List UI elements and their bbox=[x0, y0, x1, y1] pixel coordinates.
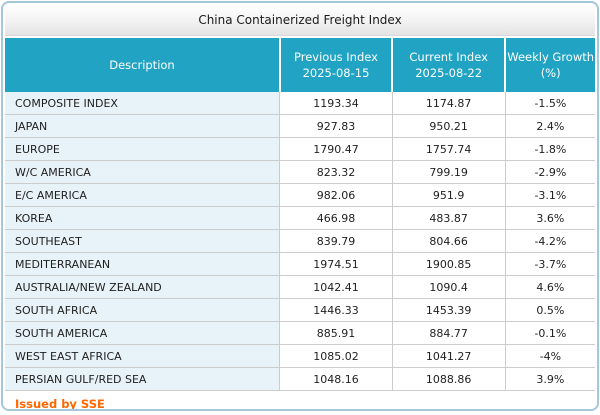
row-current-index-cell: 1757.74 bbox=[392, 137, 506, 161]
row-previous-index-cell: 1790.47 bbox=[279, 137, 393, 161]
column-header-label: Description bbox=[109, 58, 175, 72]
row-weekly-growth-cell: -1.8% bbox=[505, 137, 595, 161]
table-row: KOREA 466.98 483.87 3.6% bbox=[5, 206, 595, 230]
ccfi-table: Description Previous Index 2025-08-15 Cu… bbox=[5, 38, 595, 409]
issued-by-note: Issued by SSE bbox=[5, 390, 595, 409]
row-current-index-cell: 1900.85 bbox=[392, 252, 506, 276]
panel-title-bar: China Containerized Freight Index bbox=[5, 5, 595, 36]
table-row: SOUTH AFRICA 1446.33 1453.39 0.5% bbox=[5, 298, 595, 322]
row-previous-index-cell: 839.79 bbox=[279, 229, 393, 253]
row-description-cell: AUSTRALIA/NEW ZEALAND bbox=[5, 275, 281, 299]
row-description-cell: JAPAN bbox=[5, 114, 281, 138]
row-previous-index-cell: 927.83 bbox=[279, 114, 393, 138]
column-header-description: Description bbox=[5, 38, 280, 92]
table-footer-row: Issued by SSE bbox=[5, 390, 595, 409]
row-previous-index-cell: 823.32 bbox=[279, 160, 393, 184]
row-description-cell: SOUTH AFRICA bbox=[5, 298, 281, 322]
row-weekly-growth-cell: -1.5% bbox=[505, 92, 595, 115]
table-header-row: Description Previous Index 2025-08-15 Cu… bbox=[5, 38, 595, 92]
row-description-cell: SOUTHEAST bbox=[5, 229, 281, 253]
row-current-index-cell: 1088.86 bbox=[392, 367, 506, 391]
row-description-cell: WEST EAST AFRICA bbox=[5, 344, 281, 368]
row-description-cell: COMPOSITE INDEX bbox=[5, 92, 281, 115]
row-current-index-cell: 483.87 bbox=[392, 206, 506, 230]
column-header-label: Previous Index bbox=[294, 50, 378, 64]
row-current-index-cell: 799.19 bbox=[392, 160, 506, 184]
row-description-cell: SOUTH AMERICA bbox=[5, 321, 281, 345]
row-current-index-cell: 1090.4 bbox=[392, 275, 506, 299]
row-previous-index-cell: 885.91 bbox=[279, 321, 393, 345]
row-previous-index-cell: 1974.51 bbox=[279, 252, 393, 276]
row-weekly-growth-cell: -3.7% bbox=[505, 252, 595, 276]
table-row: W/C AMERICA 823.32 799.19 -2.9% bbox=[5, 160, 595, 184]
table-row: AUSTRALIA/NEW ZEALAND 1042.41 1090.4 4.6… bbox=[5, 275, 595, 299]
row-weekly-growth-cell: 2.4% bbox=[505, 114, 595, 138]
row-weekly-growth-cell: 0.5% bbox=[505, 298, 595, 322]
row-previous-index-cell: 1446.33 bbox=[279, 298, 393, 322]
row-weekly-growth-cell: -4% bbox=[505, 344, 595, 368]
row-description-cell: PERSIAN GULF/RED SEA bbox=[5, 367, 281, 391]
row-current-index-cell: 804.66 bbox=[392, 229, 506, 253]
table-row: SOUTH AMERICA 885.91 884.77 -0.1% bbox=[5, 321, 595, 345]
table-row: MEDITERRANEAN 1974.51 1900.85 -3.7% bbox=[5, 252, 595, 276]
table-row: E/C AMERICA 982.06 951.9 -3.1% bbox=[5, 183, 595, 207]
row-current-index-cell: 884.77 bbox=[392, 321, 506, 345]
row-current-index-cell: 950.21 bbox=[392, 114, 506, 138]
row-previous-index-cell: 466.98 bbox=[279, 206, 393, 230]
row-previous-index-cell: 982.06 bbox=[279, 183, 393, 207]
row-previous-index-cell: 1042.41 bbox=[279, 275, 393, 299]
row-previous-index-cell: 1085.02 bbox=[279, 344, 393, 368]
row-current-index-cell: 1453.39 bbox=[392, 298, 506, 322]
table-row: WEST EAST AFRICA 1085.02 1041.27 -4% bbox=[5, 344, 595, 368]
row-description-cell: EUROPE bbox=[5, 137, 281, 161]
column-header-label: Current Index bbox=[409, 50, 488, 64]
row-description-cell: W/C AMERICA bbox=[5, 160, 281, 184]
column-header-previous-index: Previous Index 2025-08-15 bbox=[278, 38, 393, 92]
row-description-cell: E/C AMERICA bbox=[5, 183, 281, 207]
row-weekly-growth-cell: 3.9% bbox=[505, 367, 595, 391]
table-row: SOUTHEAST 839.79 804.66 -4.2% bbox=[5, 229, 595, 253]
row-description-cell: MEDITERRANEAN bbox=[5, 252, 281, 276]
column-header-current-index: Current Index 2025-08-22 bbox=[391, 38, 506, 92]
row-previous-index-cell: 1193.34 bbox=[279, 92, 393, 115]
table-row: PERSIAN GULF/RED SEA 1048.16 1088.86 3.9… bbox=[5, 367, 595, 391]
column-header-date: 2025-08-22 bbox=[415, 66, 483, 80]
row-weekly-growth-cell: -0.1% bbox=[505, 321, 595, 345]
row-current-index-cell: 1174.87 bbox=[392, 92, 506, 115]
row-current-index-cell: 1041.27 bbox=[392, 344, 506, 368]
table-body: COMPOSITE INDEX 1193.34 1174.87 -1.5% JA… bbox=[5, 92, 595, 391]
row-weekly-growth-cell: 4.6% bbox=[505, 275, 595, 299]
column-header-label: Weekly Growth bbox=[507, 50, 595, 64]
panel-title: China Containerized Freight Index bbox=[198, 13, 402, 27]
row-weekly-growth-cell: -3.1% bbox=[505, 183, 595, 207]
column-header-unit: (%) bbox=[540, 66, 561, 80]
row-previous-index-cell: 1048.16 bbox=[279, 367, 393, 391]
row-weekly-growth-cell: -2.9% bbox=[505, 160, 595, 184]
column-header-date: 2025-08-15 bbox=[302, 66, 370, 80]
table-row: COMPOSITE INDEX 1193.34 1174.87 -1.5% bbox=[5, 92, 595, 115]
table-row: EUROPE 1790.47 1757.74 -1.8% bbox=[5, 137, 595, 161]
table-row: JAPAN 927.83 950.21 2.4% bbox=[5, 114, 595, 138]
row-weekly-growth-cell: -4.2% bbox=[505, 229, 595, 253]
column-header-weekly-growth: Weekly Growth (%) bbox=[504, 38, 595, 92]
row-current-index-cell: 951.9 bbox=[392, 183, 506, 207]
row-weekly-growth-cell: 3.6% bbox=[505, 206, 595, 230]
row-description-cell: KOREA bbox=[5, 206, 281, 230]
